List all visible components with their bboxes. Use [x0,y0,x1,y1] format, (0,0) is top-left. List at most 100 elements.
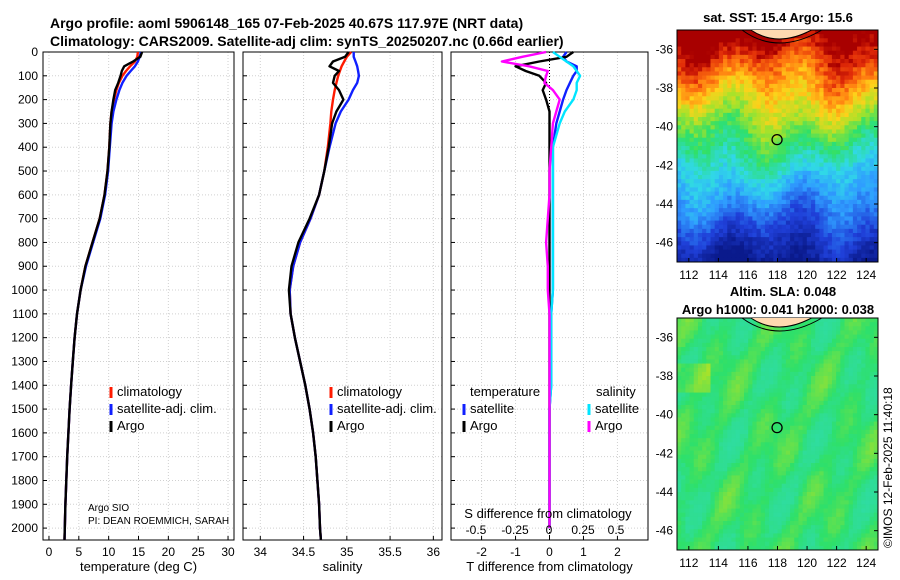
map-pixel [823,191,829,197]
map-pixel [723,446,728,451]
map-pixel [723,92,728,97]
map-pixel [739,187,745,192]
map-pixel [848,359,854,364]
map-pixel [714,75,720,81]
map-pixel [727,338,732,344]
map-pixel [689,392,695,398]
map-pixel [773,384,778,389]
map-pixel [857,92,862,97]
map-pixel [777,67,783,72]
map-pixel [873,96,879,101]
map-pixel [706,179,711,184]
map-pixel [844,46,850,52]
map-pixel [723,54,728,60]
map-pixel [848,326,854,331]
map-pixel [731,170,737,176]
map-pixel [744,318,749,323]
map-pixel [764,458,770,464]
map-pixel [739,59,745,64]
map-pixel [802,59,808,64]
map-pixel [677,483,682,489]
map-pixel [760,425,766,431]
map-pixel [702,204,707,209]
map-pixel [861,429,866,435]
map-pixel [785,83,791,89]
map-pixel [689,175,695,180]
map-pixel [777,220,783,226]
map-pixel [865,417,871,422]
map-pixel [681,104,686,110]
map-pixel [744,475,749,480]
map-pixel [760,228,766,234]
map-pixel [852,363,858,369]
map-pixel [836,409,841,414]
map-pixel [748,425,753,431]
map-pixel [840,249,845,255]
map-pixel [689,458,695,464]
map-pixel [831,338,837,344]
map-pixel [702,121,707,126]
map-pixel [685,359,690,364]
map-pixel [836,154,841,159]
map-pixel [861,363,866,369]
map-pixel [702,83,707,89]
map-pixel [831,241,837,246]
map-pixel [823,237,829,242]
map-pixel [798,338,804,344]
map-pixel [689,183,695,188]
map-pixel [823,384,829,389]
map-pixel [735,342,741,348]
map-pixel [790,363,795,369]
map-pixel [702,179,707,184]
map-pixel [739,417,745,422]
map-pixel [815,483,820,489]
map-pixel [790,371,795,377]
map-pixel [748,429,753,435]
map-pixel [685,179,690,184]
map-pixel [802,454,808,460]
map-pixel [785,100,791,105]
map-pixel [748,88,753,93]
map-pixel [823,487,829,493]
map-pixel [790,195,795,201]
y-tick-label: 1700 [11,450,38,464]
legend-label: Argo [337,418,364,433]
map-pixel [790,54,795,60]
map-pixel [819,38,824,43]
map-pixel [748,228,753,234]
map-pixel [827,108,833,114]
map-pixel [723,146,728,151]
map-pixel [710,359,716,364]
map-pixel [794,50,799,56]
map-pixel [727,253,732,259]
map-pixel [865,125,871,130]
map-pixel [823,204,829,209]
map-pixel [697,446,703,451]
map-pixel [836,54,841,60]
map-pixel [798,237,804,242]
map-pixel [785,117,791,122]
map-pixel [811,245,816,250]
map-pixel [744,417,749,422]
map-pixel [802,158,808,163]
map-pixel [781,199,787,205]
map-pixel [848,75,854,81]
map-pixel [748,141,753,147]
map-pixel [844,170,850,176]
map-pixel [857,438,862,443]
map-pixel [681,117,686,122]
map-pixel [752,183,757,188]
map-pixel [777,413,783,418]
map-pixel [806,241,812,246]
map-pixel [714,104,720,110]
map-pixel [693,380,699,385]
map-pixel [739,199,745,205]
map-pixel [798,233,804,238]
map-pixel [815,322,820,327]
map-pixel [697,237,703,242]
map-pixel [681,363,686,369]
map-pixel [677,166,682,172]
map-pixel [756,334,762,340]
map-pixel [689,425,695,431]
map-pixel [790,179,795,184]
